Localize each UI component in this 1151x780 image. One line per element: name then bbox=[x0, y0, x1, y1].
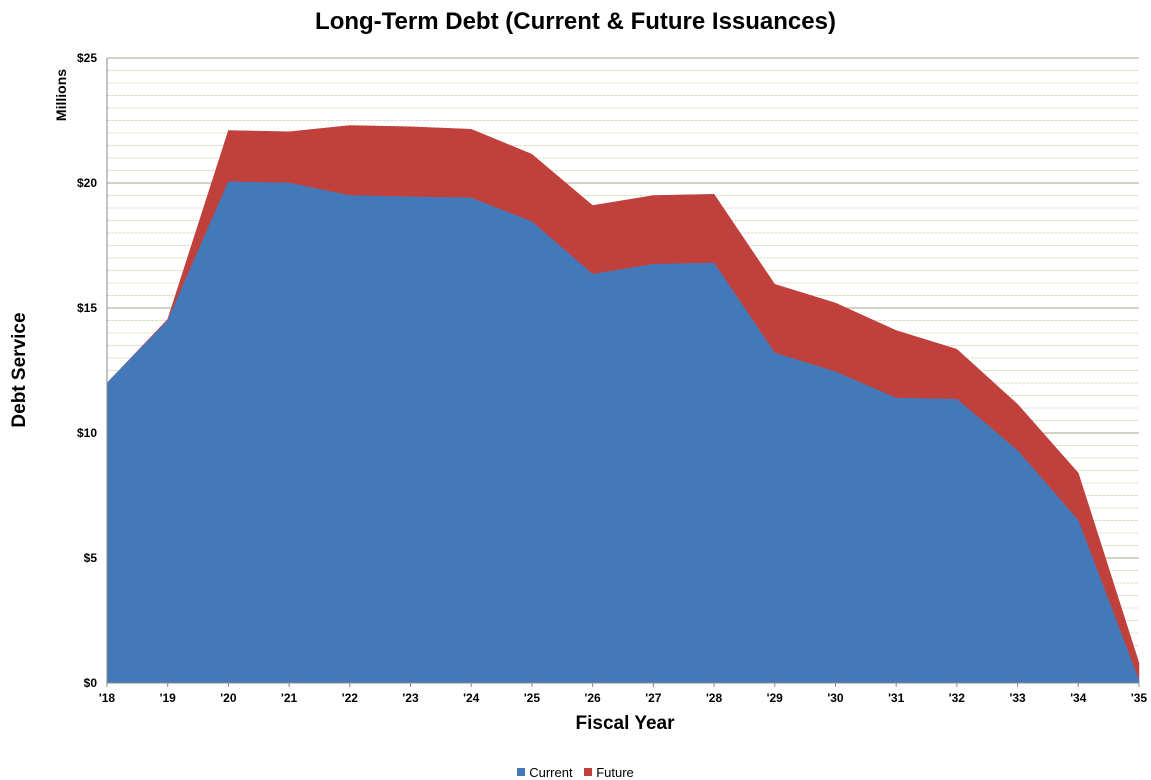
legend: Current Future bbox=[0, 764, 1151, 780]
x-tick-label: '23 bbox=[402, 691, 419, 705]
x-tick-label: '20 bbox=[220, 691, 237, 705]
x-tick-label: '35 bbox=[1131, 691, 1148, 705]
x-tick-label: '24 bbox=[463, 691, 480, 705]
y-tick-label: $5 bbox=[84, 551, 98, 565]
series-areas bbox=[106, 125, 1140, 684]
x-tick-label: '30 bbox=[827, 691, 844, 705]
y-tick-label: $20 bbox=[77, 176, 97, 190]
x-tick-label: '34 bbox=[1070, 691, 1087, 705]
axes bbox=[106, 58, 1139, 684]
legend-swatch-current bbox=[517, 768, 526, 776]
x-tick-label: '18 bbox=[99, 691, 116, 705]
y-tick-label: $25 bbox=[77, 51, 97, 65]
y-tick-label: $15 bbox=[77, 301, 97, 315]
x-tick-label: '28 bbox=[706, 691, 723, 705]
y-tick-labels: $0 $5 $10 $15 $20 $25 bbox=[77, 51, 97, 690]
x-tick-label: '33 bbox=[1009, 691, 1026, 705]
x-tick-label: '22 bbox=[342, 691, 359, 705]
x-tick-label: '26 bbox=[585, 691, 602, 705]
legend-swatch-future bbox=[584, 768, 593, 776]
y-tick-label: $0 bbox=[84, 676, 98, 690]
y-tick-label: $10 bbox=[77, 426, 97, 440]
legend-label-future: Future bbox=[596, 764, 634, 780]
x-tick-label: '21 bbox=[281, 691, 298, 705]
x-tick-label: '31 bbox=[888, 691, 905, 705]
chart-title: Long-Term Debt (Current & Future Issuanc… bbox=[315, 8, 836, 35]
x-tick-label: '25 bbox=[524, 691, 541, 705]
x-tick-labels: '18 '19 '20 '21 '22 '23 '24 '25 '26 '27 '28 '29 '30 '… bbox=[99, 683, 1148, 705]
x-tick-label: '32 bbox=[949, 691, 966, 705]
x-tick-label: '29 bbox=[767, 691, 784, 705]
legend-item-current[interactable]: Current bbox=[517, 764, 573, 780]
legend-item-future[interactable]: Future bbox=[584, 765, 634, 780]
x-tick-label: '19 bbox=[160, 691, 177, 705]
x-tick-label: '27 bbox=[645, 691, 662, 705]
x-axis-label: Fiscal Year bbox=[575, 713, 675, 734]
legend-label-current: Current bbox=[529, 764, 573, 780]
